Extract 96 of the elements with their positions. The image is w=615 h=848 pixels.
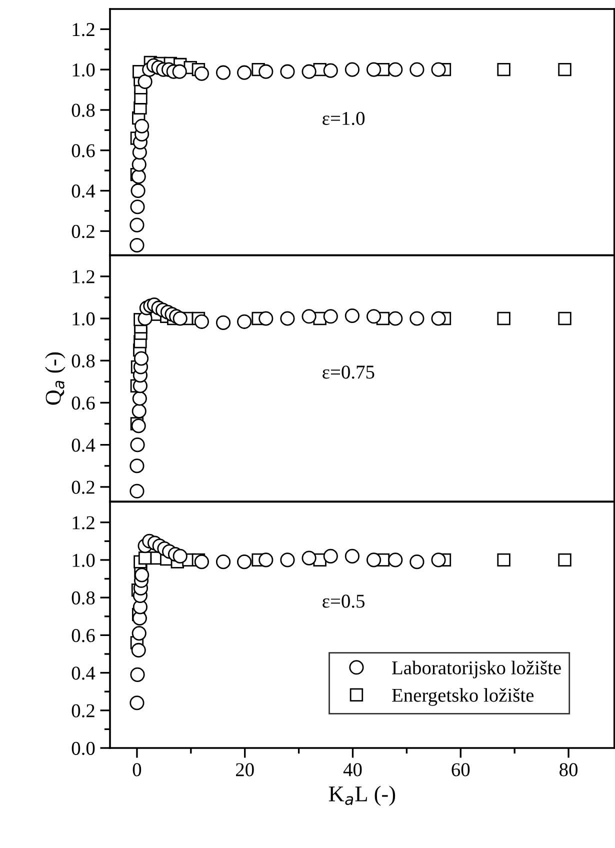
y-tick-label: 0.6 [72, 396, 95, 410]
point [130, 484, 144, 498]
y-tick-label: 0.4 [72, 666, 96, 680]
point [134, 568, 150, 582]
point [172, 311, 188, 326]
point [431, 552, 446, 568]
point [194, 66, 209, 81]
point [323, 309, 338, 324]
y-tick-label: 0.0 [72, 742, 95, 756]
x-tick-label: 60 [452, 763, 470, 776]
annotation: ε=0.5 [322, 594, 365, 608]
point [366, 309, 382, 324]
point [216, 315, 231, 330]
y-tick-label: 0.4 [72, 438, 96, 452]
y-axis-title: Q$_{a}$ (-) [45, 352, 66, 405]
point [558, 312, 572, 326]
point [194, 314, 209, 329]
y-tick-label: 0.8 [72, 591, 95, 605]
point [130, 238, 144, 253]
point [131, 642, 146, 658]
point [130, 438, 145, 452]
x-tick-label: 0 [132, 763, 142, 776]
x-tick-label: 80 [560, 763, 578, 776]
point [130, 200, 145, 214]
y-tick-label: 0.2 [72, 704, 94, 718]
point [134, 118, 150, 134]
legend-label: Laboratorijsko ložište [392, 660, 561, 678]
point [431, 311, 446, 326]
point [280, 64, 295, 79]
point [344, 308, 360, 324]
point [172, 64, 187, 79]
point [130, 183, 146, 198]
point [344, 62, 360, 77]
annotation: ε=0.75 [322, 366, 374, 379]
point [216, 554, 231, 570]
point [388, 552, 403, 568]
legend-label: Energetsko ložište [392, 688, 534, 706]
point [138, 74, 152, 89]
y-tick-label: 0.8 [72, 104, 95, 117]
point [410, 554, 424, 570]
point [366, 552, 382, 568]
point [410, 62, 424, 77]
y-tick-label: 1.0 [72, 63, 95, 77]
y-tick-label: 1.2 [72, 516, 94, 530]
point [302, 64, 316, 79]
point [558, 553, 572, 567]
y-tick-label: 0.2 [72, 224, 94, 238]
point [237, 65, 252, 80]
point [280, 311, 295, 326]
point [132, 626, 146, 641]
point [302, 309, 316, 324]
point [431, 62, 446, 77]
point [302, 550, 316, 566]
point [131, 418, 146, 434]
point [132, 404, 146, 418]
point [497, 312, 510, 326]
point [258, 64, 274, 79]
point [258, 311, 274, 326]
y-tick-label: 0.6 [72, 628, 95, 642]
point [497, 553, 510, 567]
point [237, 314, 252, 329]
point [132, 157, 146, 172]
point [344, 548, 360, 564]
point [130, 218, 144, 232]
point [132, 391, 147, 406]
y-tick-label: 1.2 [72, 23, 94, 36]
x-axis-title: K$_{a}$L (-) [328, 786, 396, 806]
point [497, 62, 510, 76]
point [410, 311, 424, 326]
y-tick-label: 0.8 [72, 354, 95, 368]
y-tick-label: 1.2 [72, 270, 94, 284]
point [388, 62, 403, 77]
y-tick-label: 0.6 [72, 144, 95, 158]
point [172, 548, 188, 564]
point [258, 552, 274, 568]
y-tick-label: 0.4 [72, 184, 96, 198]
x-tick-label: 40 [343, 763, 362, 776]
point [131, 169, 146, 184]
point [366, 62, 382, 77]
point [323, 63, 338, 78]
y-tick-label: 1.0 [72, 554, 95, 567]
y-tick-label: 0.2 [72, 480, 94, 494]
y-tick-label: 1.0 [72, 312, 95, 326]
point [130, 458, 144, 474]
point [280, 552, 295, 568]
point [194, 554, 209, 570]
point [130, 696, 144, 710]
point [237, 554, 252, 570]
point [216, 65, 231, 80]
point [134, 351, 149, 366]
point [558, 62, 572, 76]
annotation: ε=1.0 [322, 112, 365, 126]
point [130, 667, 145, 682]
x-tick-label: 20 [236, 763, 254, 776]
point [323, 548, 338, 564]
point [388, 311, 403, 326]
